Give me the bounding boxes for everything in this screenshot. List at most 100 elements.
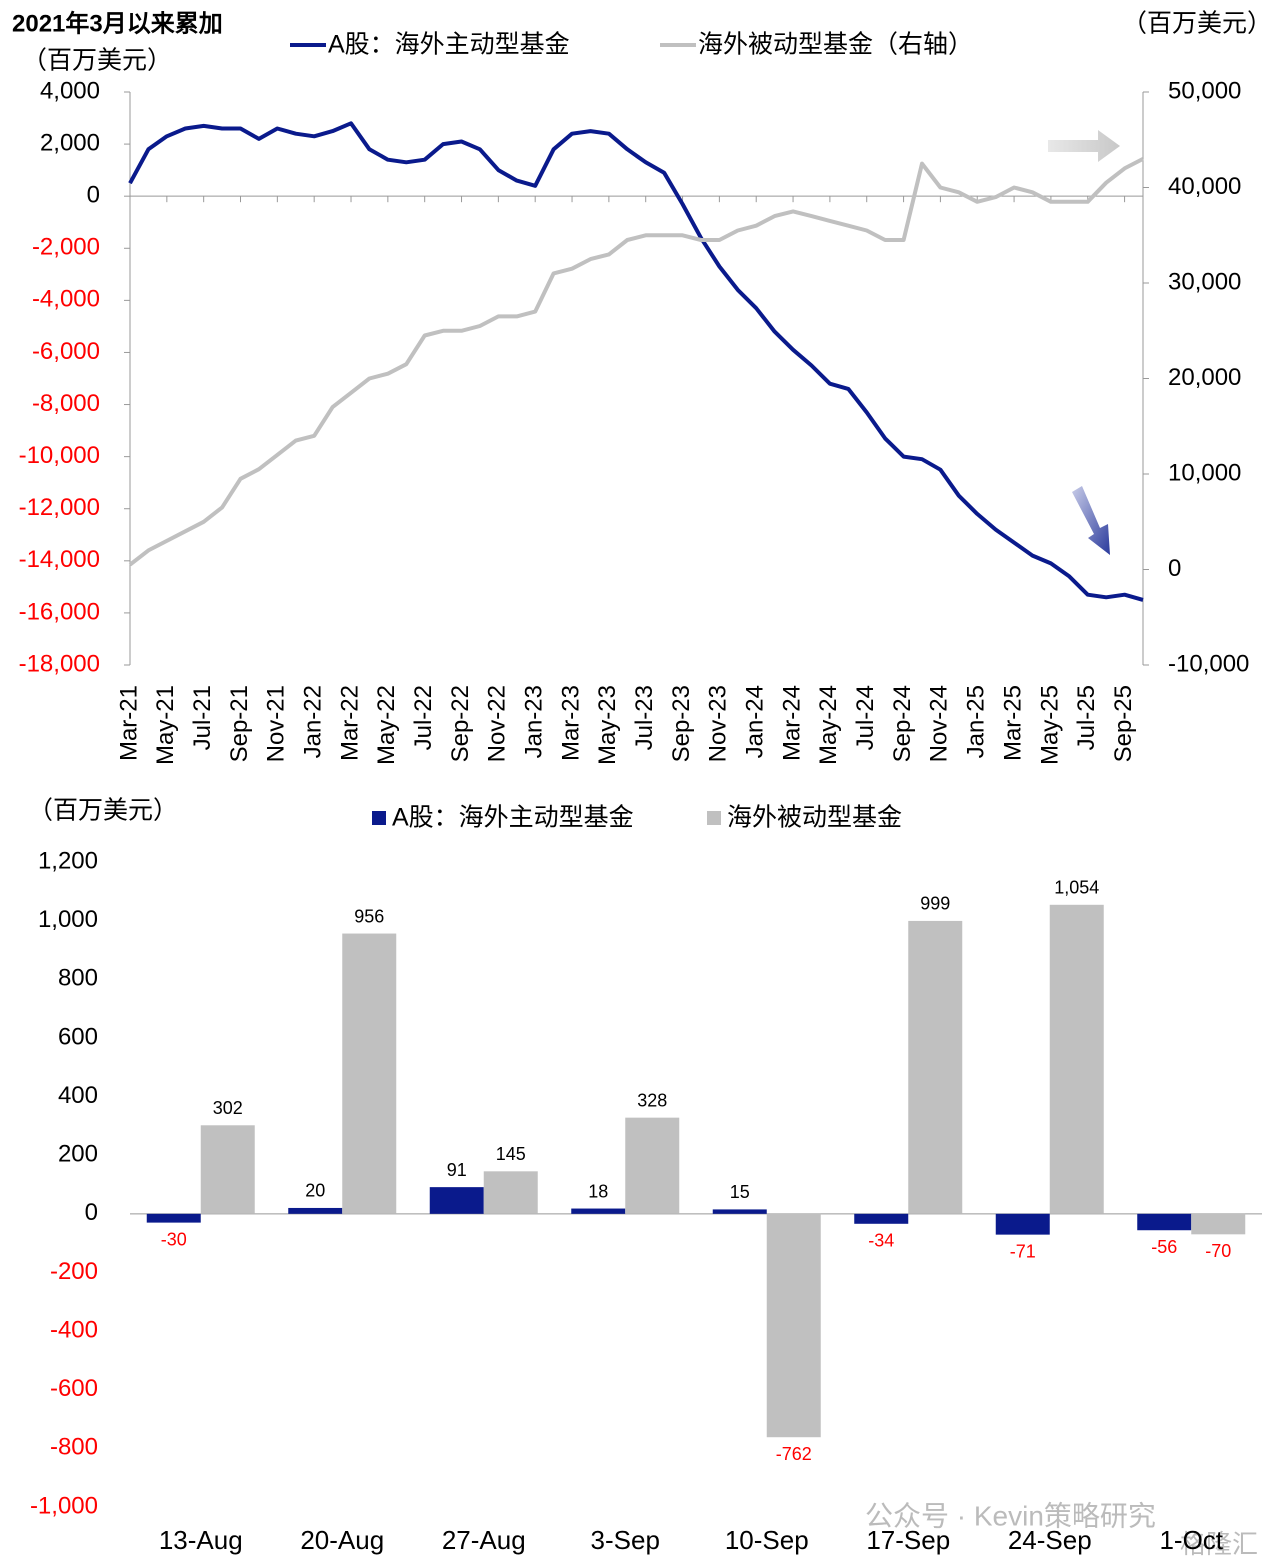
- data-label: 956: [354, 906, 384, 926]
- y-tick-label: 2,000: [40, 129, 100, 156]
- data-label: -34: [868, 1231, 894, 1251]
- x-tick-label: Nov-22: [484, 685, 511, 762]
- bar: [995, 1213, 1050, 1235]
- x-tick-label: 17-Sep: [866, 1525, 950, 1555]
- y-tick-label: -14,000: [19, 546, 100, 573]
- y2-tick-label: 0: [1168, 555, 1181, 582]
- y2-unit: （百万美元）: [1122, 10, 1272, 38]
- bar: [146, 1213, 201, 1223]
- arrow-annotation: [1048, 130, 1120, 162]
- y-tick-label: 0: [85, 1199, 98, 1226]
- bar: [483, 1171, 538, 1214]
- x-tick-label: Sep-22: [447, 685, 474, 762]
- y2-tick-label: 30,000: [1168, 268, 1241, 295]
- y-tick-label: 0: [87, 182, 100, 209]
- legend-label: A股：海外主动型基金: [392, 804, 634, 832]
- data-label: -71: [1010, 1241, 1036, 1261]
- y-tick-label: -2,000: [32, 234, 100, 261]
- x-tick-label: Nov-21: [263, 685, 290, 762]
- y-tick-label: -8,000: [32, 390, 100, 417]
- bar: [429, 1187, 484, 1214]
- data-label: 91: [447, 1160, 467, 1180]
- y-tick-label: 1,200: [38, 847, 98, 874]
- y-unit: （百万美元）: [28, 797, 178, 825]
- x-tick-label: Jul-25: [1073, 685, 1100, 750]
- y-tick-label: -600: [50, 1375, 98, 1402]
- data-label: 999: [920, 894, 950, 914]
- y-tick-label: -200: [50, 1258, 98, 1285]
- y2-tick-label: 40,000: [1168, 173, 1241, 200]
- x-tick-label: Sep-24: [889, 685, 916, 762]
- y-tick-label: -6,000: [32, 338, 100, 365]
- bar: [571, 1208, 626, 1214]
- legend-label: 海外被动型基金（右轴）: [698, 31, 973, 59]
- x-tick-label: Jul-22: [410, 685, 437, 750]
- y-tick-label: -1,000: [30, 1492, 98, 1519]
- x-tick-label: Mar-25: [999, 685, 1026, 761]
- x-tick-label: 24-Sep: [1008, 1525, 1092, 1555]
- y-unit: （百万美元）: [22, 47, 172, 75]
- data-label: 302: [213, 1098, 243, 1118]
- x-tick-label: 3-Sep: [591, 1525, 660, 1555]
- bar: [1191, 1213, 1246, 1235]
- bar: [200, 1125, 255, 1214]
- x-tick-label: Jan-25: [963, 685, 990, 758]
- y2-tick-label: 10,000: [1168, 459, 1241, 486]
- x-tick-label: Nov-24: [926, 685, 953, 762]
- bar: [854, 1213, 909, 1224]
- bar: [1137, 1213, 1192, 1231]
- y2-tick-label: -10,000: [1168, 650, 1249, 677]
- y-tick-label: -800: [50, 1434, 98, 1461]
- x-tick-label: Sep-23: [668, 685, 695, 762]
- data-label: 1,054: [1054, 878, 1099, 898]
- y-tick-label: 200: [58, 1141, 98, 1168]
- arrow-annotation: [1072, 486, 1110, 555]
- bar: [1049, 904, 1104, 1214]
- legend-label: A股：海外主动型基金: [328, 31, 570, 59]
- x-tick-label: Nov-23: [705, 685, 732, 762]
- x-tick-label: 27-Aug: [442, 1525, 526, 1555]
- x-tick-label: May-23: [594, 685, 621, 765]
- x-tick-label: Sep-21: [226, 685, 253, 762]
- y-tick-label: -400: [50, 1316, 98, 1343]
- y-tick-label: -16,000: [19, 598, 100, 625]
- y-tick-label: 400: [58, 1082, 98, 1109]
- bar: [766, 1213, 821, 1438]
- x-tick-label: Jan-22: [300, 685, 327, 758]
- series-line: [128, 121, 1144, 602]
- y2-tick-label: 50,000: [1168, 77, 1241, 104]
- y-tick-label: 800: [58, 965, 98, 992]
- y-tick-label: 1,000: [38, 906, 98, 933]
- x-tick-label: Jul-21: [189, 685, 216, 750]
- x-tick-label: Jan-23: [521, 685, 548, 758]
- chart-title: 2021年3月以来累加: [12, 9, 223, 37]
- x-tick-label: Mar-24: [778, 685, 805, 761]
- legend-swatch: [372, 811, 386, 825]
- x-tick-label: Mar-23: [557, 685, 584, 761]
- data-label: 328: [637, 1090, 667, 1110]
- y-tick-label: 600: [58, 1023, 98, 1050]
- x-tick-label: 20-Aug: [300, 1525, 384, 1555]
- bar: [712, 1209, 767, 1214]
- series-line: [128, 157, 1144, 567]
- data-label: -762: [776, 1444, 812, 1464]
- x-tick-label: Mar-21: [115, 685, 142, 761]
- bar: [625, 1117, 680, 1214]
- data-label: 145: [496, 1144, 526, 1164]
- y-tick-label: -4,000: [32, 286, 100, 313]
- x-tick-label: 10-Sep: [725, 1525, 809, 1555]
- data-label: 18: [588, 1181, 608, 1201]
- x-tick-label: 13-Aug: [159, 1525, 243, 1555]
- x-tick-label: Sep-25: [1110, 685, 1137, 762]
- x-tick-label: May-21: [152, 685, 179, 765]
- y-tick-label: -10,000: [19, 442, 100, 469]
- watermark: 格隆汇: [1180, 1529, 1258, 1559]
- legend-swatch: [707, 811, 721, 825]
- watermark: 公众号 · Kevin策略研究: [865, 1500, 1156, 1531]
- data-label: 20: [305, 1181, 325, 1201]
- y2-tick-label: 20,000: [1168, 364, 1241, 391]
- bar: [342, 933, 397, 1214]
- y-tick-label: 4,000: [40, 77, 100, 104]
- x-tick-label: Jan-24: [742, 685, 769, 758]
